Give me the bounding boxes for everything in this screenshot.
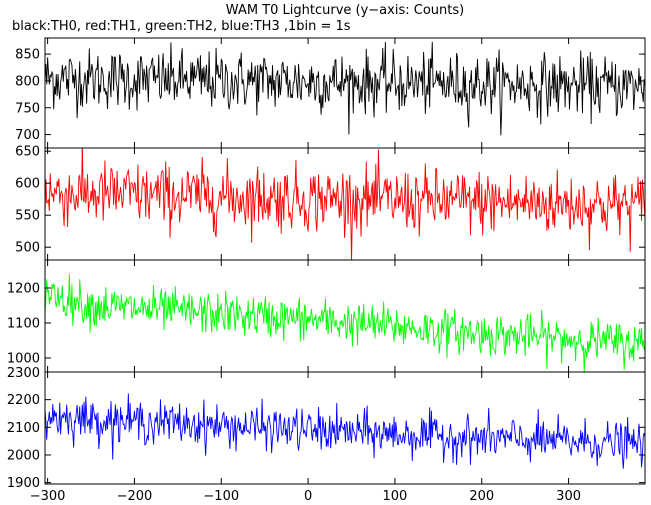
x-tick-label: −200 (117, 489, 153, 504)
chart-title: WAM T0 Lightcurve (y−axis: Counts) (226, 3, 464, 18)
y-tick-label: 1200 (7, 282, 40, 297)
y-tick-label: 2300 (7, 366, 40, 381)
panels: 700 750 800 850 500 550 600 650 1000 1100 1200 1900… (7, 37, 646, 491)
y-tick-label: 2000 (7, 448, 40, 463)
x-tick-label: 100 (383, 489, 408, 504)
x-tick-label: −300 (30, 489, 66, 504)
panel-frame (44, 371, 646, 485)
y-tick-label: 2200 (7, 393, 40, 408)
x-tick-label: 0 (304, 489, 312, 504)
chart-subtitle: black:TH0, red:TH1, green:TH2, blue:TH3 … (12, 19, 351, 34)
series-line-th0 (45, 41, 645, 136)
series-line-th2 (45, 273, 645, 372)
y-tick-label: 600 (15, 177, 40, 192)
y-tick-label: 750 (15, 101, 40, 116)
x-tick-label: 200 (469, 489, 494, 504)
y-tick-label: 550 (15, 209, 40, 224)
y-tick-label: 850 (15, 48, 40, 63)
panel-th2: 1000 1100 1200 (7, 259, 646, 373)
y-tick-label: 800 (15, 74, 40, 89)
y-tick-label: 1100 (7, 317, 40, 332)
series-line-th3 (45, 393, 645, 469)
panel-frame (44, 37, 646, 149)
y-tick-label: 700 (15, 128, 40, 143)
panel-th3: 1900 2000 2100 2200 2300 (7, 366, 646, 491)
x-tick-label: 300 (556, 489, 581, 504)
y-tick-label: 2100 (7, 421, 40, 436)
y-tick-label: 650 (15, 145, 40, 160)
panel-th1: 500 550 600 650 (15, 145, 646, 261)
x-tick-label: −100 (203, 489, 239, 504)
panel-frame (44, 147, 646, 261)
y-tick-label: 1000 (7, 352, 40, 367)
y-tick-label: 500 (15, 241, 40, 256)
y-tick-label: 1900 (7, 476, 40, 491)
series-line-th1 (45, 148, 645, 260)
x-axis: −300 −200 −100 0 100 200 300 (30, 489, 581, 504)
panel-th0: 700 750 800 850 (15, 37, 646, 149)
